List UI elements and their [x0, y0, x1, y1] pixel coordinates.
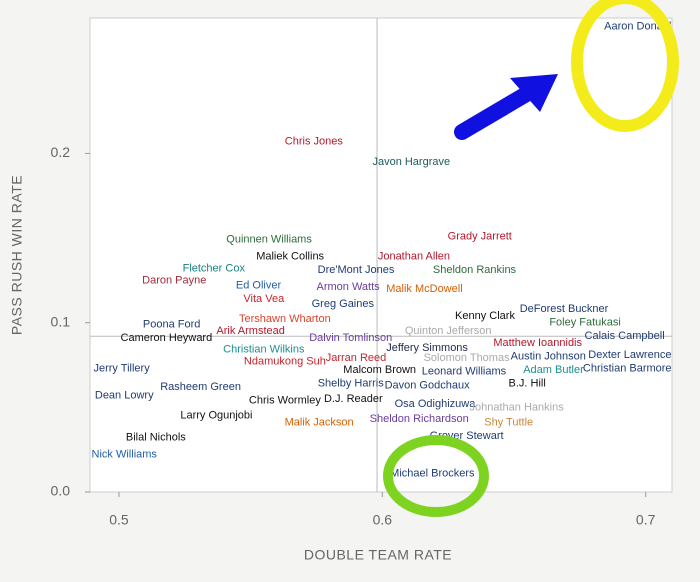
annotations [383, 0, 679, 517]
y-tick-label: 0.2 [51, 144, 71, 160]
point-label: Johnathan Hankins [470, 401, 565, 413]
point-label: Maliek Collins [256, 251, 324, 263]
point-label: Austin Johnson [511, 350, 586, 362]
point-label: Sheldon Richardson [370, 413, 469, 425]
point-label: Shelby Harris [318, 378, 385, 390]
point-label: Ndamukong Suh [244, 356, 326, 368]
point-label: Matthew Ioannidis [493, 337, 582, 349]
point-label: DeForest Buckner [520, 303, 609, 315]
point-label: Quinton Jefferson [405, 325, 492, 337]
y-axis-title: PASS RUSH WIN RATE [9, 175, 25, 335]
point-label: Dean Lowry [95, 389, 154, 401]
point-label: Rasheem Green [160, 381, 241, 393]
point-label: Arik Armstead [216, 325, 284, 337]
point-label: Malcom Brown [343, 364, 416, 376]
point-label: Aaron Donald [604, 20, 671, 32]
point-label: Christian Wilkins [223, 344, 305, 356]
point-label: Armon Watts [316, 281, 380, 293]
x-axis-title: DOUBLE TEAM RATE [304, 547, 452, 563]
point-label: Poona Ford [143, 318, 200, 330]
point-label: Dexter Lawrence [588, 349, 671, 361]
point-label: Bilal Nichols [126, 432, 186, 444]
point-label: Michael Brockers [390, 467, 475, 479]
point-label: Fletcher Cox [183, 262, 246, 274]
point-label: Dalvin Tomlinson [309, 332, 392, 344]
point-label: Christian Barmore [583, 362, 672, 374]
highlight-circle [383, 435, 489, 517]
point-label: Larry Ogunjobi [180, 410, 252, 422]
point-label: D.J. Reader [324, 393, 383, 405]
points: 0.0 0.1 0.2 0.5 0.6 0.7 Aaron Donald Chris Jone… [51, 18, 672, 528]
point-label: Shy Tuttle [484, 416, 533, 428]
point-label: Javon Hargrave [372, 156, 450, 168]
plot-area [89, 17, 673, 493]
point-label: Adam Butler [523, 364, 584, 376]
point-label: Jonathan Allen [378, 251, 450, 263]
point-label: Greg Gaines [312, 298, 375, 310]
x-tick-label: 0.6 [373, 512, 393, 528]
point-label: Foley Fatukasi [549, 317, 621, 329]
point-label: Tershawn Wharton [239, 313, 331, 325]
point-label: Sheldon Rankins [433, 264, 517, 276]
highlight-circle [571, 0, 679, 132]
point-label: Calais Campbell [585, 330, 665, 342]
point-label: Jarran Reed [326, 352, 387, 364]
point-label: Chris Jones [285, 135, 344, 147]
point-label: Leonard Williams [422, 366, 507, 378]
point-label: Malik McDowell [386, 283, 462, 295]
y-tick-label: 0.1 [51, 313, 71, 329]
point-label: Ed Oliver [236, 279, 282, 291]
point-label: Davon Godchaux [385, 379, 470, 391]
point-label: Jerry Tillery [93, 362, 150, 374]
point-label: Solomon Thomas [424, 352, 511, 364]
point-label: Vita Vea [243, 293, 285, 305]
point-label: B.J. Hill [509, 378, 546, 390]
point-label: Jeffery Simmons [386, 342, 468, 354]
point-label: Quinnen Williams [226, 234, 312, 246]
x-tick-label: 0.5 [109, 512, 129, 528]
arrow-head [510, 74, 558, 112]
point-label: Chris Wormley [249, 394, 321, 406]
point-label: Osa Odighizuwa [395, 398, 477, 410]
point-label: Cameron Heyward [121, 332, 213, 344]
point-label: Daron Payne [142, 274, 206, 286]
point-label: Dre'Mont Jones [318, 264, 395, 276]
point-label: Kenny Clark [455, 310, 515, 322]
x-tick-label: 0.7 [636, 512, 656, 528]
point-label: Malik Jackson [285, 416, 354, 428]
point-label: Grady Jarrett [448, 230, 512, 242]
y-tick-label: 0.0 [51, 483, 71, 499]
point-label: Nick Williams [92, 449, 158, 461]
